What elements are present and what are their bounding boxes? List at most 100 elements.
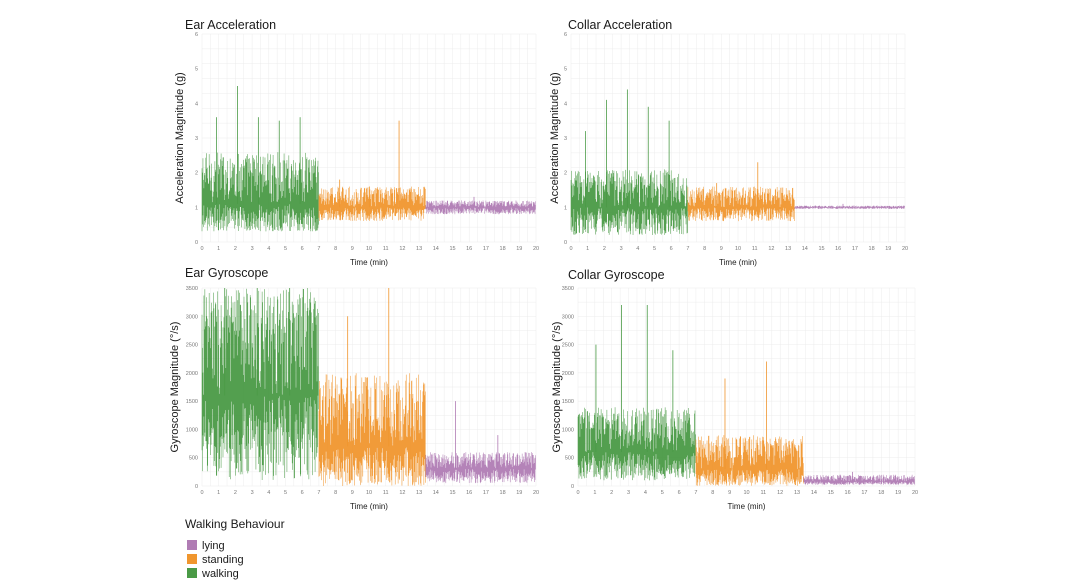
x-tick-label: 0	[569, 246, 572, 252]
x-tick-label: 5	[661, 490, 664, 496]
y-tick-label: 500	[189, 456, 198, 462]
panel-title: Ear Acceleration	[185, 18, 276, 32]
x-tick-label: 6	[670, 246, 673, 252]
y-tick-label: 3000	[186, 314, 198, 320]
series-lying-trace	[425, 452, 536, 484]
x-tick-label: 8	[334, 246, 337, 252]
x-tick-label: 14	[433, 246, 439, 252]
x-axis-label: Time (min)	[719, 258, 757, 267]
x-tick-label: 4	[267, 246, 270, 252]
x-tick-label: 3	[251, 490, 254, 496]
x-tick-label: 2	[234, 246, 237, 252]
y-axis-label: Gyroscope Magnitude (°/s)	[169, 322, 181, 453]
x-axis-label: Time (min)	[350, 502, 388, 511]
x-tick-label: 16	[835, 246, 841, 252]
y-tick-label: 3	[564, 136, 567, 142]
x-tick-label: 1	[586, 246, 589, 252]
legend-swatch-lying	[187, 540, 197, 550]
x-tick-label: 2	[234, 490, 237, 496]
x-tick-label: 1	[593, 490, 596, 496]
x-tick-label: 19	[516, 246, 522, 252]
x-tick-label: 5	[284, 490, 287, 496]
x-tick-label: 18	[500, 246, 506, 252]
x-tick-label: 8	[334, 490, 337, 496]
y-tick-label: 3500	[562, 286, 574, 292]
y-tick-label: 0	[564, 240, 567, 246]
x-tick-label: 10	[743, 490, 749, 496]
y-axis-label: Acceleration Magnitude (g)	[549, 72, 561, 203]
x-tick-label: 11	[383, 490, 389, 496]
legend-label-walking: walking	[201, 568, 239, 580]
x-tick-label: 1	[217, 246, 220, 252]
y-tick-label: 3500	[186, 286, 198, 292]
x-tick-label: 9	[351, 246, 354, 252]
x-tick-label: 18	[869, 246, 875, 252]
x-tick-label: 11	[383, 246, 389, 252]
x-tick-label: 4	[267, 490, 270, 496]
y-tick-label: 6	[195, 32, 198, 38]
x-tick-label: 0	[576, 490, 579, 496]
x-tick-label: 20	[912, 490, 918, 496]
series-walking-trace	[201, 152, 319, 232]
chart-panel-2: Collar Acceleration Acceleration Magnitud…	[549, 18, 908, 267]
x-tick-label: 9	[728, 490, 731, 496]
x-tick-label: 1	[217, 490, 220, 496]
x-tick-label: 9	[720, 246, 723, 252]
x-tick-label: 15	[449, 246, 455, 252]
x-tick-label: 20	[533, 490, 539, 496]
x-tick-label: 19	[895, 490, 901, 496]
x-tick-label: 7	[694, 490, 697, 496]
x-tick-label: 7	[317, 490, 320, 496]
legend-swatch-walking	[187, 568, 197, 578]
y-tick-label: 4	[195, 101, 198, 107]
x-tick-label: 17	[852, 246, 858, 252]
y-tick-label: 1500	[186, 399, 198, 405]
x-tick-label: 13	[785, 246, 791, 252]
x-tick-label: 15	[828, 490, 834, 496]
x-tick-label: 3	[251, 246, 254, 252]
x-tick-label: 20	[902, 246, 908, 252]
x-tick-label: 8	[703, 246, 706, 252]
chart-panel-3: Ear Gyroscope Gyroscope Magnitude (°/s) Ti…	[169, 266, 539, 511]
y-tick-label: 500	[565, 456, 574, 462]
x-tick-label: 12	[777, 490, 783, 496]
legend-swatch-standing	[187, 554, 197, 564]
panel-title: Collar Acceleration	[568, 18, 672, 32]
series-walking-trace	[577, 407, 696, 481]
x-tick-label: 17	[861, 490, 867, 496]
y-tick-label: 6	[564, 32, 567, 38]
x-tick-label: 0	[200, 490, 203, 496]
x-tick-label: 4	[644, 490, 647, 496]
x-tick-label: 14	[433, 490, 439, 496]
x-tick-label: 18	[500, 490, 506, 496]
y-tick-label: 1	[195, 205, 198, 211]
x-tick-label: 17	[483, 490, 489, 496]
legend-title: Walking Behaviour	[185, 517, 285, 531]
x-tick-label: 5	[653, 246, 656, 252]
x-tick-label: 14	[811, 490, 817, 496]
y-axis-label: Acceleration Magnitude (g)	[174, 72, 186, 203]
series-walking-trace	[201, 288, 319, 481]
x-tick-label: 12	[399, 246, 405, 252]
x-tick-label: 2	[610, 490, 613, 496]
x-tick-label: 9	[351, 490, 354, 496]
x-tick-label: 19	[516, 490, 522, 496]
y-axis-label: Gyroscope Magnitude (°/s)	[551, 322, 563, 453]
x-tick-label: 10	[735, 246, 741, 252]
x-tick-label: 4	[636, 246, 639, 252]
x-tick-label: 20	[533, 246, 539, 252]
series-standing-trace	[318, 373, 426, 486]
y-tick-label: 5	[564, 67, 567, 73]
x-tick-label: 18	[878, 490, 884, 496]
x-tick-label: 11	[752, 246, 758, 252]
x-tick-label: 10	[366, 246, 372, 252]
series-lying-trace	[803, 474, 915, 485]
chart-panel-1: Ear Acceleration Acceleration Magnitude (…	[174, 18, 539, 267]
panel-title: Collar Gyroscope	[568, 268, 665, 282]
x-tick-label: 15	[449, 490, 455, 496]
x-tick-label: 3	[627, 490, 630, 496]
x-tick-label: 17	[483, 246, 489, 252]
y-tick-label: 5	[195, 67, 198, 73]
y-tick-label: 1000	[186, 427, 198, 433]
x-axis-label: Time (min)	[728, 502, 766, 511]
